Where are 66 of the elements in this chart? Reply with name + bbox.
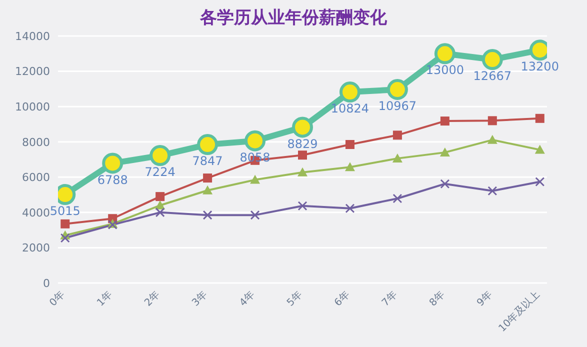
y-tick-label: 6000 bbox=[22, 171, 50, 184]
data-label: 13200 bbox=[520, 60, 559, 74]
y-tick-label: 4000 bbox=[22, 206, 50, 220]
point bbox=[197, 134, 218, 156]
point bbox=[392, 130, 402, 140]
point bbox=[250, 210, 260, 220]
point bbox=[535, 176, 545, 186]
point bbox=[434, 43, 456, 64]
point bbox=[155, 208, 165, 218]
point bbox=[344, 162, 355, 172]
data-label: 7224 bbox=[144, 165, 176, 180]
point bbox=[392, 194, 402, 204]
x-tick-label: 10年及以上 bbox=[496, 288, 542, 334]
data-label: 10967 bbox=[378, 99, 417, 114]
x-tick-label: 1年 bbox=[94, 288, 115, 309]
point bbox=[250, 174, 260, 184]
y-tick-label: 8000 bbox=[22, 136, 50, 149]
point bbox=[203, 174, 212, 183]
point bbox=[534, 144, 545, 154]
point bbox=[345, 204, 355, 214]
data-label: 5015 bbox=[50, 204, 80, 218]
y-tick-label: 10000 bbox=[15, 100, 50, 114]
x-tick-label: 3年 bbox=[190, 288, 210, 309]
data-label: 10824 bbox=[330, 102, 370, 116]
point bbox=[440, 179, 450, 189]
data-label: 7847 bbox=[192, 154, 223, 168]
y-tick-label: 14000 bbox=[15, 30, 50, 43]
point bbox=[392, 153, 402, 162]
point bbox=[440, 116, 450, 126]
point bbox=[102, 152, 124, 174]
point bbox=[60, 233, 70, 243]
point bbox=[386, 79, 408, 100]
x-tick-label: 7年 bbox=[380, 288, 400, 309]
point bbox=[202, 185, 213, 194]
point bbox=[487, 134, 498, 144]
x-tick-label: 8年 bbox=[426, 288, 448, 309]
y-tick-label: 2000 bbox=[22, 242, 50, 255]
point bbox=[150, 145, 171, 166]
point bbox=[202, 210, 212, 220]
x-tick-label: 5年 bbox=[284, 288, 305, 309]
point bbox=[345, 140, 354, 150]
point bbox=[60, 219, 70, 228]
point bbox=[440, 147, 450, 156]
x-tick-label: 4年 bbox=[237, 288, 258, 309]
point bbox=[482, 49, 503, 70]
x-tick-label: 9年 bbox=[474, 288, 495, 309]
point bbox=[488, 116, 497, 126]
point bbox=[339, 82, 360, 103]
point bbox=[298, 201, 308, 211]
data-label: 8829 bbox=[287, 136, 318, 151]
y-tick-label: 12000 bbox=[15, 65, 50, 78]
point bbox=[244, 130, 266, 152]
point bbox=[156, 192, 165, 202]
y-tick-label: 0 bbox=[43, 276, 50, 290]
chart-title: 各学历从业年份薪酬变化 bbox=[198, 7, 388, 30]
x-tick-label: 2年 bbox=[142, 288, 162, 309]
point bbox=[535, 114, 544, 123]
data-label: 13000 bbox=[426, 63, 464, 78]
data-label: 12667 bbox=[473, 69, 512, 84]
x-tick-label: 6年 bbox=[332, 288, 352, 309]
point bbox=[298, 150, 307, 160]
data-label: 6788 bbox=[97, 172, 128, 187]
point bbox=[292, 116, 313, 138]
x-tick-label: 0年 bbox=[47, 288, 68, 309]
point bbox=[298, 167, 308, 176]
point bbox=[488, 186, 498, 196]
